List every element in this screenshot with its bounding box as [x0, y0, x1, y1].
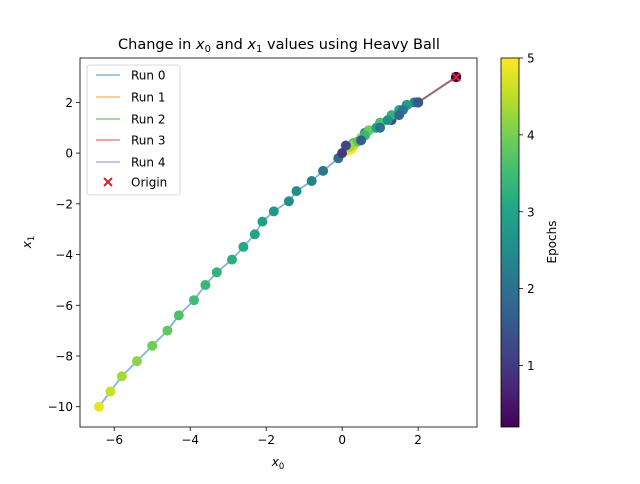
origin-marker-stroke-b	[451, 72, 461, 82]
data-point-run-0-20	[132, 356, 142, 367]
colorbar-tick-label: 1	[527, 359, 535, 373]
origin-marker	[451, 72, 461, 82]
data-point-run-0-8	[283, 196, 294, 207]
colorbar-tick-label: 3	[527, 205, 535, 219]
y-tick-label: 2	[65, 96, 73, 110]
data-point-run-3-3	[382, 115, 393, 126]
data-point-run-0-16	[189, 295, 199, 306]
data-point-run-0-13	[227, 254, 237, 265]
x-axis-label-sub: 0	[279, 462, 284, 472]
colorbar-tick-label: 4	[527, 128, 535, 142]
legend-label-run-2: Run 2	[131, 113, 165, 127]
data-point-run-0-12	[238, 241, 249, 252]
y-axis-label: x1	[20, 236, 37, 250]
data-point-run-0-22	[105, 386, 116, 397]
legend: Run 0 Run 1 Run 2 Run 3 Run 4 Origin	[86, 64, 181, 196]
x-tick-label: −2	[257, 433, 275, 447]
title-and: and	[211, 37, 248, 53]
colorbar-tick-label: 2	[527, 282, 535, 296]
data-point-run-4-1	[413, 97, 424, 108]
title-var-x-sub: 0	[205, 44, 211, 55]
data-point-run-0-11	[249, 229, 260, 240]
data-point-run-4-2	[394, 110, 405, 121]
colorbar-label: Epochs	[545, 221, 559, 264]
title-prefix: Change in	[118, 37, 196, 53]
data-point-run-0-15	[200, 280, 211, 290]
chart-title: Change in x0 and x1 values using Heavy B…	[118, 37, 440, 55]
x-tick-label: 0	[338, 433, 346, 447]
title-var-y-sub: 1	[256, 44, 262, 55]
data-point-run-4-5	[340, 140, 351, 151]
y-tick-label: −4	[55, 248, 73, 262]
data-point-run-0-17	[173, 310, 184, 321]
x-axis-label: x0	[271, 455, 285, 472]
data-point-run-4-4	[356, 135, 367, 146]
y-axis-label-base: x	[20, 240, 34, 249]
colorbar-tick-label: 5	[527, 52, 535, 66]
y-axis-label-sub: 1	[27, 236, 37, 241]
y-tick-label: −2	[55, 197, 73, 211]
data-point-run-4-6	[337, 148, 348, 159]
y-tick-label: −6	[55, 299, 73, 313]
data-point-run-0-9	[268, 206, 279, 217]
legend-origin-marker-icon	[103, 177, 113, 187]
data-point-run-0-5	[318, 165, 329, 176]
colorbar-ticks: 1 2 3 4 5	[519, 52, 535, 373]
data-point-run-0-14	[211, 267, 222, 278]
title-var-x: x	[195, 37, 205, 53]
plot-area	[94, 72, 462, 412]
data-point-run-0-21	[116, 371, 127, 382]
data-point-run-0-18	[162, 325, 173, 336]
data-point-run-0-7	[291, 186, 302, 197]
title-suffix: values using Heavy Ball	[262, 37, 440, 53]
y-axis-ticks: −10 −8 −6 −4 −2 0 2	[48, 96, 80, 414]
legend-label-run-4: Run 4	[131, 156, 165, 170]
x-tick-label: −6	[105, 433, 123, 447]
legend-label-run-0: Run 0	[131, 69, 165, 83]
data-point-run-0-6	[306, 176, 317, 186]
legend-label-run-1: Run 1	[131, 91, 165, 105]
y-tick-label: −10	[48, 400, 73, 414]
colorbar: 1 2 3 4 5 Epochs	[500, 52, 559, 428]
data-points	[94, 72, 462, 412]
x-tick-label: −4	[181, 433, 199, 447]
y-tick-label: 0	[65, 147, 73, 161]
data-point-run-0-10	[257, 216, 268, 227]
colorbar-gradient	[500, 57, 520, 428]
x-axis-ticks: −6 −4 −2 0 2	[105, 427, 422, 447]
data-point-run-0-23	[94, 401, 104, 412]
y-tick-label: −8	[55, 349, 73, 363]
data-point-run-0-19	[147, 340, 158, 351]
x-tick-label: 2	[414, 433, 422, 447]
title-var-y: x	[246, 37, 256, 53]
plot-frame	[79, 57, 478, 428]
legend-label-run-3: Run 3	[131, 134, 165, 148]
legend-label-origin: Origin	[131, 176, 167, 190]
data-point-run-4-3	[375, 122, 386, 133]
x-axis-label-base: x	[271, 455, 280, 469]
